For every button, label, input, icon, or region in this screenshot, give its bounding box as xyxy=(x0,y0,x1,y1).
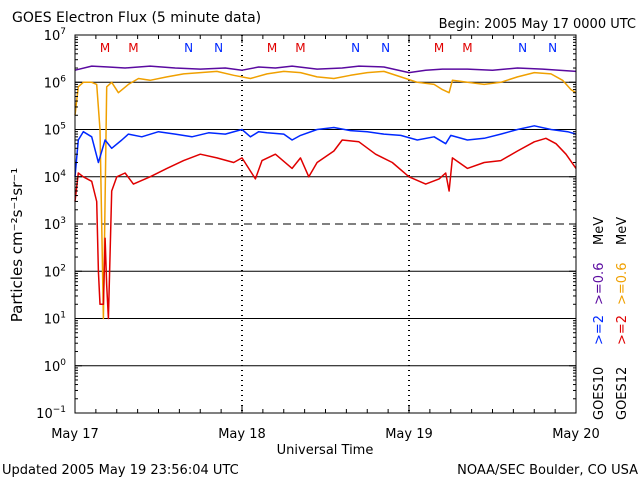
marker-n: N xyxy=(351,41,360,55)
marker-n: N xyxy=(184,41,193,55)
y-axis-ticks: 10−1 100 101 102 103 104 105 106 107 xyxy=(36,27,576,422)
legend-goes10-high: >=2 xyxy=(592,315,607,345)
marker-n: N xyxy=(381,41,390,55)
series-g10_low xyxy=(74,65,577,74)
series-g10_high xyxy=(74,125,577,177)
legend-goes12-label: GOES12 xyxy=(615,367,630,420)
chart-title: GOES Electron Flux (5 minute data) xyxy=(12,10,261,26)
legend-goes10-low: >=0.6 xyxy=(592,263,607,305)
ytick-label: 100 xyxy=(44,358,67,375)
ytick-label: 103 xyxy=(44,216,66,233)
marker-m: M xyxy=(100,41,110,55)
legend-goes12: GOES12 >=2 >=0.6 MeV xyxy=(615,217,630,420)
ytick-label: 105 xyxy=(44,122,66,139)
updated-time: Updated 2005 May 19 23:56:04 UTC xyxy=(2,463,239,478)
marker-n: N xyxy=(548,41,557,55)
marker-m: M xyxy=(434,41,444,55)
grid xyxy=(75,35,576,413)
ytick-label: 104 xyxy=(44,169,67,186)
begin-time: Begin: 2005 May 17 0000 UTC xyxy=(439,17,636,32)
legend-goes10: GOES10 >=2 >=0.6 MeV xyxy=(592,217,607,420)
marker-m: M xyxy=(128,41,138,55)
ytick-label: 106 xyxy=(44,74,67,91)
ytick-label: 101 xyxy=(44,311,66,328)
y-axis-title: Particles cm⁻²s⁻¹sr⁻¹ xyxy=(8,168,26,322)
ytick-label: 10−1 xyxy=(36,405,66,422)
series-g12_low xyxy=(74,70,577,320)
legend-goes12-low: >=0.6 xyxy=(615,263,630,305)
marker-m: M xyxy=(462,41,472,55)
xtick-label: May 17 xyxy=(51,427,99,442)
legend-mev-2: MeV xyxy=(615,217,630,245)
legend-mev-1: MeV xyxy=(592,217,607,245)
ytick-label: 107 xyxy=(44,27,66,44)
xtick-label: May 18 xyxy=(218,427,266,442)
x-axis-title: Universal Time xyxy=(277,443,374,458)
ytick-label: 102 xyxy=(44,263,66,280)
source-credit: NOAA/SEC Boulder, CO USA xyxy=(457,463,638,478)
legend-goes12-high: >=2 xyxy=(615,315,630,345)
marker-m: M xyxy=(267,41,277,55)
legend-goes10-label: GOES10 xyxy=(592,367,607,420)
series-lines xyxy=(74,65,577,320)
marker-n: N xyxy=(214,41,223,55)
series-g12_high xyxy=(74,137,577,320)
marker-n: N xyxy=(518,41,527,55)
marker-m: M xyxy=(295,41,305,55)
xtick-label: May 20 xyxy=(552,427,600,442)
xtick-label: May 19 xyxy=(385,427,433,442)
x-axis-ticks: May 17 May 18 May 19 May 20 xyxy=(51,35,600,442)
